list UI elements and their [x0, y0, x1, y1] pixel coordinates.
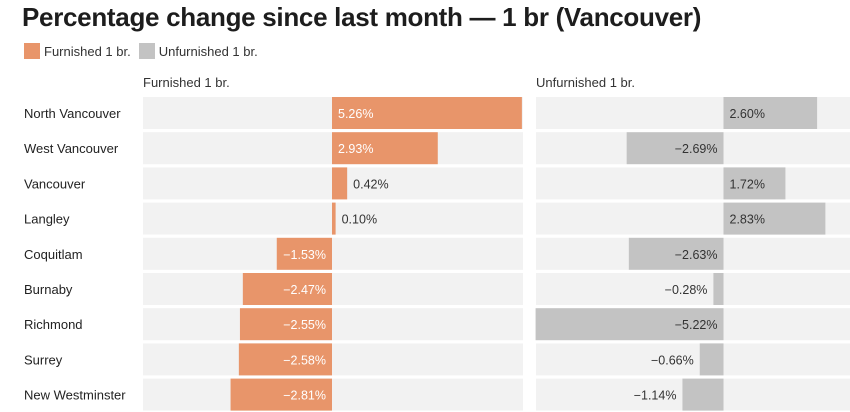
- bar: [628, 237, 724, 270]
- category-label: New Westminster: [24, 388, 126, 403]
- bar: [332, 132, 438, 165]
- data-label: −1.14%: [634, 389, 677, 403]
- bar: [713, 273, 724, 305]
- bar: [332, 97, 522, 129]
- category-label: Langley: [24, 212, 70, 227]
- category-label: Coquitlam: [24, 247, 83, 262]
- legend-label-furnished: Furnished 1 br.: [44, 43, 131, 59]
- panel-title-furnished: Furnished 1 br.: [143, 75, 230, 90]
- data-label: −5.22%: [675, 318, 718, 332]
- row-background: [536, 167, 850, 200]
- data-label: −2.63%: [675, 248, 718, 262]
- bar: [626, 132, 724, 165]
- data-label: −1.53%: [283, 248, 326, 262]
- data-label: 0.10%: [342, 213, 377, 227]
- data-label: −0.28%: [665, 283, 708, 297]
- category-label: Burnaby: [24, 282, 73, 297]
- data-label: −2.69%: [675, 142, 718, 156]
- bar: [242, 273, 332, 305]
- row-background: [143, 378, 523, 411]
- legend-label-unfurnished: Unfurnished 1 br.: [158, 43, 258, 59]
- bar: [723, 97, 818, 129]
- category-label: West Vancouver: [24, 141, 119, 156]
- row-background: [536, 273, 850, 305]
- bar: [535, 308, 724, 341]
- chart-title: Percentage change since last month — 1 b…: [22, 2, 702, 32]
- bar: [723, 202, 826, 235]
- data-label: −2.55%: [283, 318, 326, 332]
- bar: [238, 343, 332, 376]
- data-label: −0.66%: [651, 353, 694, 367]
- legend-item-unfurnished: Unfurnished 1 br.: [138, 43, 258, 59]
- data-label: 0.42%: [353, 177, 388, 191]
- bar: [276, 237, 332, 270]
- data-label: 2.60%: [730, 107, 765, 121]
- bar: [332, 202, 336, 235]
- category-label: Vancouver: [24, 176, 86, 191]
- data-label: −2.47%: [283, 283, 326, 297]
- data-label: −2.81%: [283, 389, 326, 403]
- bar: [699, 343, 724, 376]
- data-label: 5.26%: [338, 107, 373, 121]
- data-label: 1.72%: [730, 177, 765, 191]
- row-background: [143, 343, 523, 376]
- bar: [230, 378, 332, 411]
- row-background: [536, 343, 850, 376]
- data-label: −2.58%: [283, 353, 326, 367]
- bar: [723, 167, 786, 200]
- bar: [682, 378, 724, 411]
- row-background: [143, 273, 523, 305]
- legend: Furnished 1 br. Unfurnished 1 br.: [24, 43, 266, 59]
- row-background: [143, 308, 523, 341]
- category-label: North Vancouver: [24, 106, 121, 121]
- bar: [332, 167, 348, 200]
- row-background: [143, 237, 523, 270]
- bar: [239, 308, 332, 341]
- panel-title-unfurnished: Unfurnished 1 br.: [536, 75, 636, 90]
- legend-swatch-furnished: [24, 43, 40, 59]
- category-label: Surrey: [24, 352, 63, 367]
- legend-swatch-unfurnished: [138, 43, 155, 59]
- legend-item-furnished: Furnished 1 br.: [24, 43, 131, 59]
- category-label: Richmond: [24, 317, 83, 332]
- data-label: 2.83%: [730, 213, 765, 227]
- data-label: 2.93%: [338, 142, 373, 156]
